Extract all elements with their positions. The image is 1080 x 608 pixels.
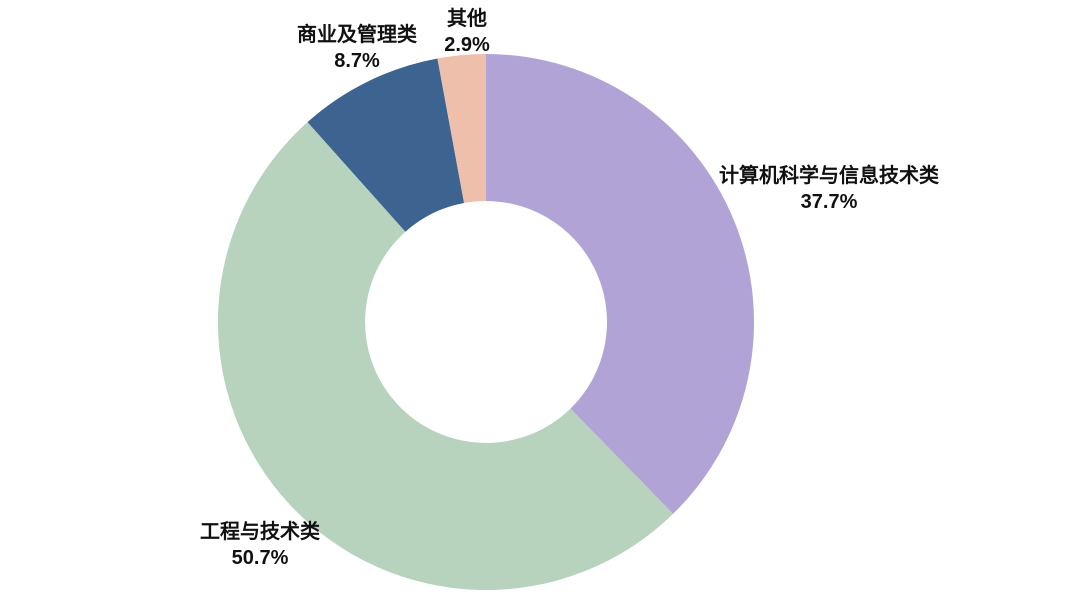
pie-slice-0	[486, 54, 755, 514]
slice-label-business-management: 商业及管理类 8.7%	[297, 22, 417, 74]
pie-slice-3	[437, 54, 486, 203]
slice-label-computer-science: 计算机科学与信息技术类 37.7%	[719, 163, 939, 215]
slice-pct-text: 8.7%	[334, 50, 380, 72]
slice-label-other: 其他 2.9%	[444, 6, 490, 58]
pie-slice-1	[217, 122, 674, 591]
slice-label-text: 商业及管理类	[297, 24, 417, 46]
slice-pct-text: 2.9%	[444, 34, 490, 56]
slice-pct-text: 50.7%	[231, 547, 289, 569]
slice-label-text: 工程与技术类	[200, 521, 320, 543]
pie-slice-2	[307, 58, 465, 232]
slice-label-text: 计算机科学与信息技术类	[719, 165, 939, 187]
slice-pct-text: 37.7%	[800, 191, 858, 213]
slice-label-text: 其他	[447, 8, 487, 30]
slice-label-engineering: 工程与技术类 50.7%	[200, 519, 320, 571]
